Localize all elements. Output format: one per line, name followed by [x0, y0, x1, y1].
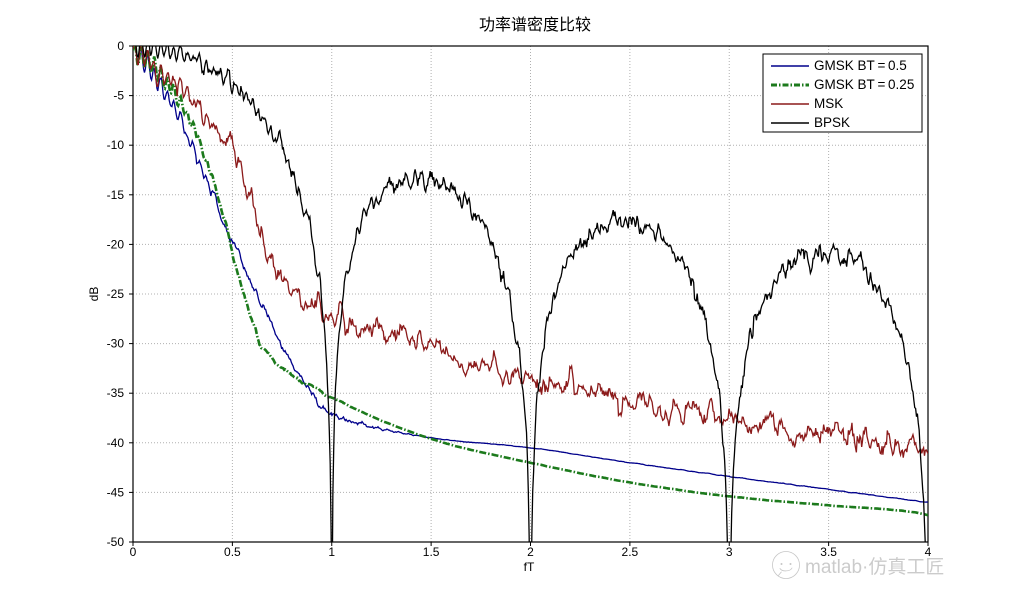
- svg-text:dB: dB: [87, 287, 101, 302]
- svg-text:1.5: 1.5: [423, 545, 440, 559]
- svg-text:fT: fT: [524, 560, 535, 574]
- svg-text:-5: -5: [113, 89, 124, 103]
- svg-text:GMSK BT = 0.5: GMSK BT = 0.5: [814, 58, 907, 73]
- svg-text:-50: -50: [107, 535, 125, 549]
- svg-text:3: 3: [726, 545, 733, 559]
- svg-text:-15: -15: [107, 188, 125, 202]
- svg-text:-10: -10: [107, 138, 125, 152]
- svg-text:功率谱密度比较: 功率谱密度比较: [479, 16, 591, 34]
- svg-text:-40: -40: [107, 436, 125, 450]
- svg-text:1: 1: [328, 545, 335, 559]
- svg-text:-20: -20: [107, 237, 125, 251]
- svg-text:2.5: 2.5: [622, 545, 639, 559]
- svg-text:2: 2: [527, 545, 534, 559]
- svg-text:BPSK: BPSK: [814, 115, 850, 130]
- svg-text:0: 0: [117, 39, 124, 53]
- svg-text:-25: -25: [107, 287, 125, 301]
- svg-text:-30: -30: [107, 337, 125, 351]
- svg-text:0.5: 0.5: [224, 545, 241, 559]
- svg-text:matlab·仿真工匠: matlab·仿真工匠: [805, 556, 944, 578]
- svg-text:MSK: MSK: [814, 96, 843, 111]
- svg-text:0: 0: [130, 545, 137, 559]
- svg-text:-45: -45: [107, 485, 125, 499]
- svg-text:GMSK BT = 0.25: GMSK BT = 0.25: [814, 77, 914, 92]
- svg-text:-35: -35: [107, 386, 125, 400]
